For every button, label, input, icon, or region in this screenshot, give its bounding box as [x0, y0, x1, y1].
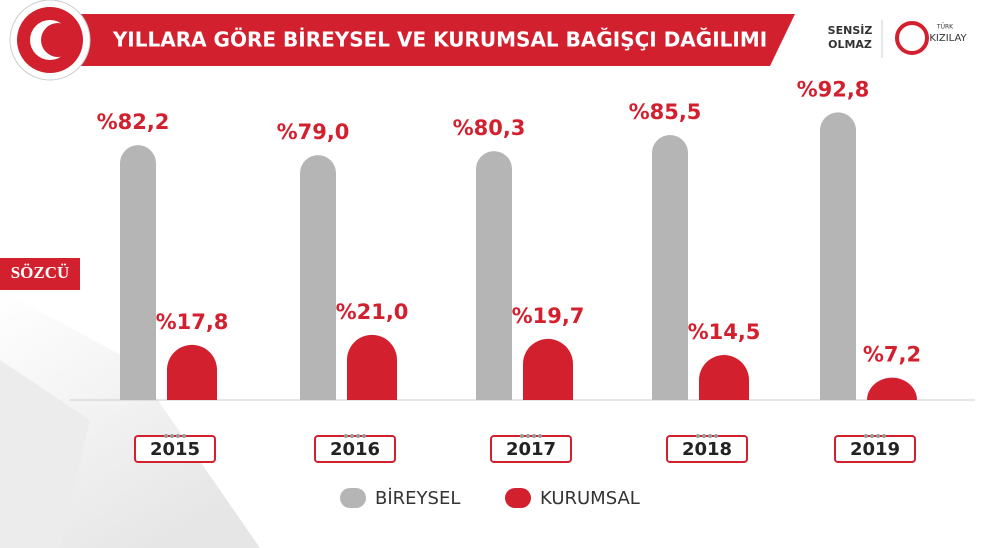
category-dot	[538, 434, 542, 438]
bar	[652, 134, 688, 400]
category-dot	[520, 434, 524, 438]
category-dot	[870, 434, 874, 438]
legend-swatch	[505, 488, 531, 508]
legend-swatch	[340, 488, 366, 508]
title-banner	[70, 14, 795, 66]
category-box	[666, 435, 748, 463]
value-label: %14,5	[688, 320, 761, 344]
brand-text: SENSİZ	[828, 23, 873, 37]
bar	[120, 145, 156, 400]
brand-logo	[895, 21, 929, 55]
watermark-box	[0, 258, 80, 290]
category-dot	[350, 434, 354, 438]
value-label: %79,0	[277, 120, 350, 144]
brand-text: TÜRK	[936, 24, 954, 31]
watermark: SÖZCÜ	[11, 263, 70, 282]
category-box	[490, 435, 572, 463]
x-tick-label: 2015	[150, 439, 200, 460]
category-dot	[532, 434, 536, 438]
category-dot	[864, 434, 868, 438]
chart-title: YILLARA GÖRE BİREYSEL VE KURUMSAL BAĞIŞÇ…	[112, 28, 767, 52]
legend-label: BİREYSEL	[375, 488, 460, 509]
value-label: %17,8	[156, 310, 229, 334]
legend-label: KURUMSAL	[540, 488, 640, 509]
category-box	[834, 435, 916, 463]
bar	[523, 338, 573, 400]
category-box	[314, 435, 396, 463]
category-dot	[344, 434, 348, 438]
bar	[347, 334, 397, 400]
value-label: %80,3	[453, 116, 526, 140]
bar	[820, 112, 856, 400]
x-tick-label: 2017	[506, 439, 556, 460]
value-label: %21,0	[336, 300, 409, 324]
bar	[867, 377, 917, 400]
category-dot	[702, 434, 706, 438]
bar	[167, 344, 217, 400]
category-dot	[876, 434, 880, 438]
logo-crescent-cut	[41, 23, 75, 57]
bar	[699, 355, 749, 400]
value-label: %7,2	[863, 343, 921, 367]
category-dot	[362, 434, 366, 438]
category-box	[134, 435, 216, 463]
category-dot	[714, 434, 718, 438]
category-dot	[176, 434, 180, 438]
category-dot	[526, 434, 530, 438]
x-tick-label: 2016	[330, 439, 380, 460]
bar	[476, 151, 512, 400]
x-tick-label: 2018	[682, 439, 732, 460]
bar	[300, 155, 336, 400]
category-dot	[182, 434, 186, 438]
category-dot	[696, 434, 700, 438]
category-dot	[170, 434, 174, 438]
background-pattern	[0, 360, 90, 548]
x-tick-label: 2019	[850, 439, 900, 460]
category-dot	[882, 434, 886, 438]
category-dot	[708, 434, 712, 438]
brand-text: KIZILAY	[929, 33, 967, 44]
value-label: %85,5	[629, 100, 702, 124]
value-label: %82,2	[97, 110, 170, 134]
brand-text: OLMAZ	[828, 38, 872, 51]
value-label: %19,7	[512, 304, 585, 328]
category-dot	[164, 434, 168, 438]
value-label: %92,8	[797, 77, 870, 101]
category-dot	[356, 434, 360, 438]
